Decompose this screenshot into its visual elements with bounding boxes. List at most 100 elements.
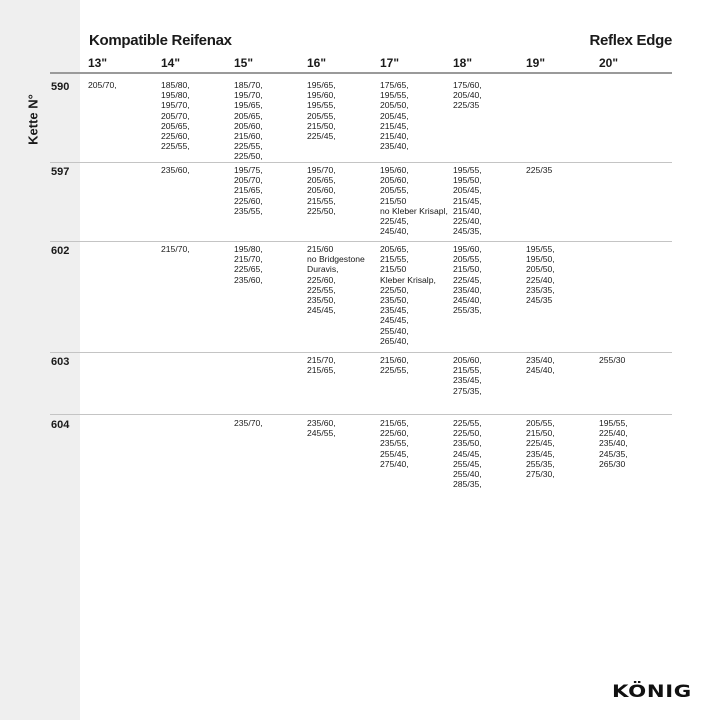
table-cell: 195/60, 205/60, 205/55, 215/50 no Kleber Kri… [380,165,448,236]
tire-size: 225/55, [307,284,336,295]
tire-size: 275/40, [380,458,409,469]
tire-size: 215/70, [307,355,336,365]
tire-size: 205/45, [453,185,482,196]
tire-size: 195/80, [234,244,263,254]
tire-size: 215/60 [307,244,334,254]
tire-size: no Kleber Krisapl, [380,205,448,216]
table-cell: 195/55, 195/50, 205/50, 225/40, 235/35, 245/3… [526,244,555,305]
table-cell: 255/30 [599,355,625,365]
page-title: Kompatible Reifenax [89,32,232,49]
table-cell: 175/65, 195/55, 205/50, 205/45, 215/45, 215/4… [380,80,409,151]
tire-size: 235/70, [234,418,263,428]
table-cell: 225/55, 225/50, 235/50, 245/45, 255/45, 255/4… [453,418,482,489]
tire-size: 205/50, [380,100,409,111]
tire-size: 225/55, [380,365,409,376]
tire-size: 215/50 [380,195,407,206]
tire-size: 185/80, [161,80,190,90]
tire-size: 195/50, [526,254,555,265]
tire-size: 205/60, [380,175,409,186]
tire-size: 195/55, [599,418,628,428]
table-cell: 235/60, 245/55, [307,418,336,438]
tire-size: 205/40, [453,90,482,101]
tire-size: 205/60, [453,355,482,365]
tire-size: 225/60, [161,131,190,142]
tire-size: 255/40, [453,469,482,480]
tire-size: 225/60, [234,195,263,206]
tire-size: 245/40, [453,295,482,306]
tire-size: 285/35, [453,479,482,490]
table-cell: 225/35 [526,165,552,175]
tire-size: 235/45, [380,305,409,316]
tire-size: 245/35, [453,226,482,237]
tire-size: 245/35, [599,448,628,459]
table-cell: 215/65, 225/60, 235/55, 255/45, 275/40, [380,418,409,469]
tire-size: 215/55, [380,254,409,265]
tire-size: 245/45, [453,448,482,459]
tire-size: 195/70, [161,100,190,111]
tire-size: 265/30 [599,458,626,469]
table-cell: 195/80, 215/70, 225/65, 235/60, [234,244,263,285]
tire-size: 245/40, [380,226,409,237]
tire-size: 185/70, [234,80,263,90]
table-cell: 175/60, 205/40, 225/35 [453,80,482,111]
chain-number: 590 [51,81,70,93]
tire-size: 195/55, [453,165,482,175]
tire-size: 225/55, [453,418,482,428]
row-axis-label: Kette N° [25,94,41,145]
table-cell: 215/60, 225/55, [380,355,409,375]
tire-size: Duravis, [307,264,339,275]
tire-size: 205/70, [234,175,263,186]
row-divider [50,414,672,415]
tire-size: 205/55, [453,254,482,265]
tire-size: 245/40, [526,365,555,376]
column-header: 14" [161,56,181,70]
tire-size: 275/35, [453,385,482,396]
tire-size: 215/50, [453,264,482,275]
table-cell: 205/55, 215/50, 225/45, 235/45, 255/35, 275/3… [526,418,555,479]
tire-size: 235/40, [453,284,482,295]
tire-size: 235/45, [526,448,555,459]
table-cell: 215/60 no Bridgestone Duravis, 225/60, 225/5… [307,244,365,315]
tire-size: 255/40, [380,325,409,336]
tire-size: 175/60, [453,80,482,90]
tire-size: 235/50, [453,438,482,449]
tire-size: 225/50, [380,284,409,295]
tire-size: 195/70, [234,90,263,101]
chain-number: 602 [51,245,70,257]
table-cell: 205/70, [88,80,117,90]
tire-size: 235/50, [380,295,409,306]
tire-size: 235/35, [526,284,555,295]
table-cell: 235/60, [161,165,190,175]
tire-size: 225/40, [526,274,555,285]
tire-size: 255/30 [599,355,626,365]
tire-size: 215/50 [380,264,407,275]
tire-size: 245/35 [526,295,553,306]
tire-size: 205/70, [161,110,190,121]
tire-size: 215/65, [380,418,409,428]
tire-size: 195/75, [234,165,263,175]
tire-size: 225/45, [307,131,336,142]
table-cell: 235/40, 245/40, [526,355,555,375]
table-cell: 195/55, 225/40, 235/40, 245/35, 265/30 [599,418,628,469]
tire-size: 225/35 [526,165,553,175]
tire-size: 205/50, [526,264,555,275]
tire-size: 225/50, [234,151,263,162]
tire-size: 235/60, [161,165,190,175]
tire-size: 225/50, [453,428,482,439]
column-header: 20" [599,56,619,70]
product-name: Reflex Edge [589,32,672,49]
tire-size: 215/60, [234,131,263,142]
table-cell: 215/70, 215/65, [307,355,336,375]
tire-size: 255/35, [453,305,482,316]
table-cell: 205/65, 215/55, 215/50 Kleber Krisalp, 225/5… [380,244,436,346]
table-cell: 195/60, 205/55, 215/50, 225/45, 235/40, 245/4… [453,244,482,315]
table-cell: 195/70, 205/65, 205/60, 215/55, 225/50, [307,165,336,216]
tire-size: 215/50, [307,120,336,131]
table-cell: 195/65, 195/60, 195/55, 205/55, 215/50, 225/4… [307,80,336,141]
tire-size: 225/50, [307,205,336,216]
column-header: 17" [380,56,400,70]
tire-size: 215/60, [380,355,409,365]
chain-number: 597 [51,166,70,178]
tire-size: 245/45, [380,315,409,326]
tire-size: 205/65, [307,175,336,186]
